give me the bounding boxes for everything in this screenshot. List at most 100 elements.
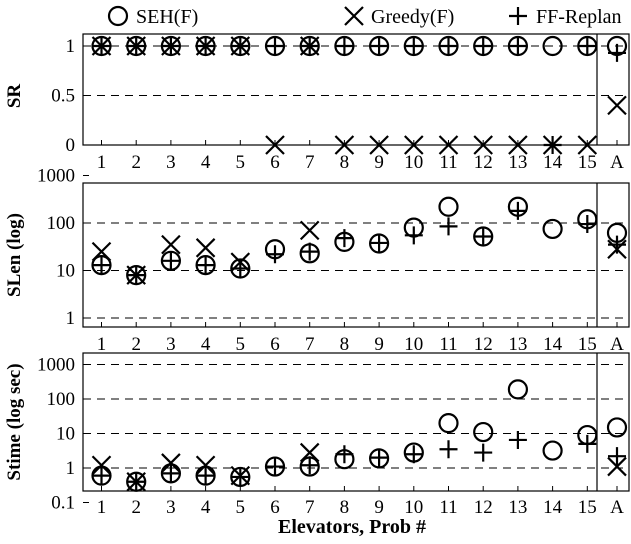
x-tick-label: 6 [270, 497, 280, 518]
data-point [474, 37, 493, 55]
data-point [161, 251, 180, 270]
legend-item: Greedy(F) [344, 6, 454, 28]
legend-marker [509, 7, 527, 25]
data-point [127, 37, 146, 55]
x-tick-label: 3 [166, 497, 176, 518]
data-point [335, 37, 354, 55]
legend-label: FF-Replan [536, 6, 622, 28]
x-tick-label: 7 [305, 334, 315, 355]
data-point [543, 136, 562, 154]
x-tick-label: 11 [439, 497, 457, 518]
x-tick-label: 14 [543, 334, 563, 355]
data-point [508, 135, 528, 155]
x-tick-label: 11 [439, 334, 457, 355]
data-point [439, 217, 458, 236]
data-point [438, 196, 459, 217]
data-point [299, 220, 320, 241]
data-point [266, 37, 284, 55]
data-point [578, 215, 597, 234]
x-tick-label: 7 [305, 497, 315, 518]
data-point [508, 430, 527, 449]
legend: SEH(F) Greedy(F) FF-Replan [107, 5, 622, 28]
series-circle [91, 196, 628, 286]
x-tick-label: 14 [543, 152, 563, 173]
data-point [473, 421, 494, 443]
legend-marker [107, 5, 129, 27]
data-point [266, 457, 284, 476]
y-tick-label: 1 [66, 36, 76, 57]
y-tick-label: 10 [56, 261, 75, 282]
y-axis-label: Stime (log sec) [4, 363, 25, 480]
data-point [473, 135, 493, 155]
x-tick-label: 15 [578, 152, 597, 173]
panel-1: 00.511 2 3 4 5 6 7 8 9 10 11 12 13 14 15 ASR [4, 33, 630, 173]
data-point [607, 456, 627, 477]
x-tick-label: 2 [131, 497, 141, 518]
data-point [335, 445, 354, 464]
data-point [196, 37, 215, 55]
y-axis-label: SR [4, 84, 25, 109]
data-point [195, 238, 216, 258]
data-point [196, 466, 215, 485]
data-point [439, 440, 458, 459]
data-point [607, 95, 627, 116]
data-point [265, 135, 285, 155]
data-point [542, 218, 563, 240]
data-point [231, 37, 250, 55]
y-tick-label: 100 [47, 213, 76, 234]
data-point [438, 413, 459, 434]
data-point [161, 464, 180, 483]
series-plus [92, 201, 626, 285]
x-tick-label: 6 [270, 152, 280, 173]
x-tick-label: 14 [543, 497, 563, 518]
x-tick-label: 8 [340, 334, 350, 355]
data-point [231, 259, 250, 278]
panel-frame [82, 182, 630, 328]
data-point [608, 43, 626, 62]
x-tick-label: A [610, 334, 624, 355]
x-tick-label: 2 [131, 152, 141, 173]
data-point [542, 440, 563, 461]
x-tick-label: 1 [97, 334, 107, 355]
series-x [91, 36, 627, 155]
y-tick-label: 10 [56, 424, 75, 445]
y-tick-label: 0.5 [51, 86, 75, 107]
data-point [127, 266, 146, 285]
legend-item: FF-Replan [509, 6, 622, 28]
data-point [335, 229, 354, 248]
data-point [369, 135, 389, 155]
data-point [196, 256, 215, 275]
data-point [127, 472, 146, 491]
data-point [439, 37, 458, 55]
x-tick-label: A [610, 152, 624, 173]
data-point [266, 245, 284, 264]
data-point [300, 37, 319, 55]
y-tick-label: 1 [66, 458, 76, 479]
data-point [404, 226, 423, 245]
x-tick-label: 12 [474, 334, 493, 355]
legend-item: SEH(F) [107, 5, 198, 28]
series-plus [92, 430, 626, 491]
panel-frame [82, 33, 630, 146]
data-point [370, 448, 389, 467]
x-tick-label: 5 [236, 152, 246, 173]
data-point [91, 241, 112, 262]
data-point [404, 445, 423, 464]
x-tick-label: 1 [97, 497, 107, 518]
x-tick-label: 4 [201, 334, 211, 355]
x-tick-label: 15 [578, 497, 597, 518]
y-tick-label: 1000 [37, 355, 75, 376]
x-tick-label: 9 [374, 497, 384, 518]
data-point [404, 37, 423, 55]
data-point [300, 242, 319, 261]
x-tick-label: 1 [97, 152, 107, 173]
panel-frame [82, 352, 630, 492]
data-point [195, 455, 216, 476]
data-point [300, 456, 319, 475]
x-tick-label: 11 [439, 152, 457, 173]
data-point [370, 37, 389, 55]
x-tick-label: 5 [236, 497, 246, 518]
x-tick-label: 13 [508, 334, 527, 355]
